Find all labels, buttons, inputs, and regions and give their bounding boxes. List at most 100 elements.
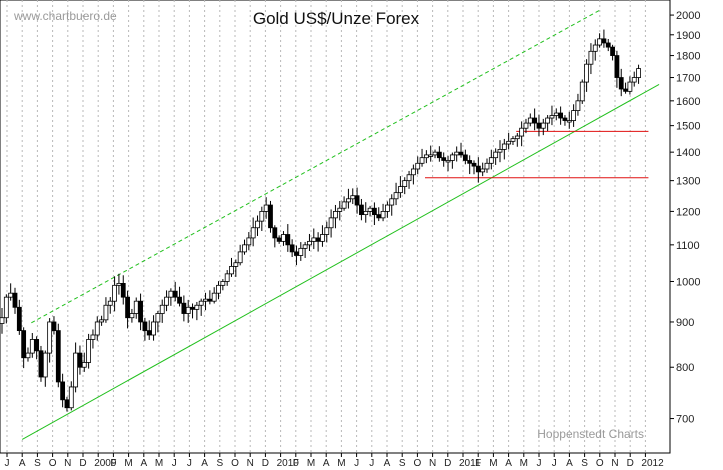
x-tick-label: M — [520, 458, 528, 469]
candle-body — [419, 157, 425, 164]
candle-body — [302, 244, 308, 249]
candle-body — [224, 273, 230, 282]
candle-body — [250, 227, 256, 239]
candle-body — [120, 283, 126, 298]
x-tick-label: J — [369, 458, 374, 469]
candle-body — [294, 251, 299, 256]
candle-body — [64, 399, 70, 409]
candle-body — [354, 195, 360, 206]
candle-body — [272, 227, 278, 239]
x-tick-label: D — [444, 458, 451, 469]
candle-body — [406, 174, 412, 182]
y-tick-label: 1400 — [676, 147, 700, 159]
candle-body — [320, 234, 325, 242]
candle-body — [99, 319, 104, 323]
candle-body — [562, 117, 568, 121]
candle-body — [298, 247, 304, 256]
y-tick-label: 1500 — [676, 121, 700, 133]
candle-body — [376, 214, 382, 219]
candle-body — [8, 292, 14, 298]
candle-body — [350, 195, 356, 200]
candle-body — [493, 151, 499, 159]
candle-body — [133, 300, 139, 314]
candle-body — [584, 63, 589, 83]
candle-body — [389, 198, 395, 206]
x-tick-label: A — [384, 458, 391, 469]
candle-body — [566, 120, 572, 123]
candle-body — [410, 168, 416, 176]
candle-body — [38, 350, 44, 378]
candle-body — [116, 283, 122, 286]
candle-body — [467, 160, 473, 164]
candle-body — [458, 151, 464, 156]
candle-body — [307, 240, 312, 246]
candle-body — [159, 304, 165, 314]
candle-body — [181, 302, 187, 314]
candle-body — [592, 44, 598, 52]
y-tick-label: 1600 — [676, 96, 700, 108]
candle-body — [315, 237, 321, 242]
x-tick-label: A — [140, 458, 147, 469]
x-tick-label: F — [293, 458, 299, 469]
candle-body — [328, 217, 334, 229]
candle-body — [25, 352, 31, 359]
candle-body — [341, 201, 347, 209]
candle-body — [81, 362, 87, 368]
candle-body — [514, 135, 520, 140]
candle-body — [129, 313, 135, 319]
candle-body — [12, 292, 18, 308]
candle-body — [536, 122, 542, 129]
candle-body — [138, 300, 143, 323]
x-tick-label: F — [475, 458, 481, 469]
candle-body — [627, 81, 633, 92]
candle-body — [281, 234, 286, 242]
candle-body — [90, 334, 96, 340]
candle-body — [397, 186, 403, 194]
candle-body — [372, 207, 377, 216]
candle-body — [29, 339, 35, 354]
candle-body — [385, 204, 390, 212]
candle-body — [441, 157, 447, 161]
x-tick-label: N — [429, 458, 436, 469]
candle-body — [454, 151, 460, 156]
y-tick-label: 700 — [676, 414, 694, 426]
x-tick-label: F — [110, 458, 116, 469]
candle-body — [146, 330, 152, 336]
candle-body — [597, 38, 602, 46]
x-tick-label: A — [323, 458, 330, 469]
y-axis-ticks: 700 800 900 1000 1100 1200 1300 1400 1500 1600 170… — [670, 10, 700, 426]
candle-body — [177, 296, 182, 304]
candle-body — [34, 339, 40, 352]
candle-body — [363, 211, 369, 216]
candle-body — [346, 198, 351, 203]
candle-body — [125, 296, 130, 319]
candle-body — [333, 211, 338, 219]
channel-lower-line — [21, 83, 660, 440]
x-tick-label: J — [354, 458, 359, 469]
candle-body — [519, 127, 525, 137]
candle-body — [445, 160, 451, 163]
x-tick-label: A — [201, 458, 208, 469]
candle-body — [549, 115, 555, 119]
candle-body — [575, 100, 581, 111]
y-tick-label: 2000 — [676, 10, 700, 22]
x-tick-label: O — [49, 458, 57, 469]
x-tick-label: M — [337, 458, 345, 469]
candle-body — [16, 306, 22, 332]
x-tick-label: 2012 — [641, 458, 664, 469]
candle-body — [432, 151, 438, 156]
candle-body — [510, 138, 516, 142]
candle-body — [337, 207, 343, 212]
candle-body — [601, 38, 607, 44]
x-tick-label: S — [216, 458, 223, 469]
x-tick-label: S — [399, 458, 406, 469]
candle-body — [623, 88, 628, 92]
y-tick-label: 900 — [676, 317, 694, 329]
y-tick-label: 1300 — [676, 176, 700, 188]
candle-body — [233, 262, 239, 267]
candle-body — [428, 154, 434, 157]
candle-body — [51, 321, 57, 332]
trendlines — [21, 8, 660, 440]
candle-body — [73, 352, 79, 388]
x-tick-label: N — [64, 458, 71, 469]
